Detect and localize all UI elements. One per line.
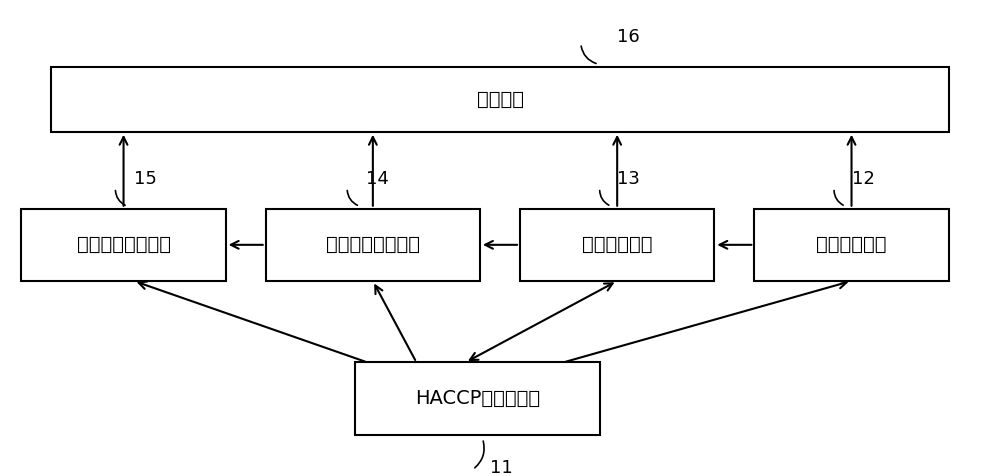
Bar — [21, 208, 226, 281]
Text: HACCP信息库模块: HACCP信息库模块 — [415, 389, 540, 408]
Text: 16: 16 — [617, 28, 639, 46]
Text: 15: 15 — [134, 170, 157, 188]
Text: 信息关系确定模块: 信息关系确定模块 — [326, 235, 420, 254]
Bar — [51, 67, 949, 132]
Text: 信息表示模块: 信息表示模块 — [582, 235, 652, 254]
Bar — [520, 208, 714, 281]
Text: 12: 12 — [852, 170, 874, 188]
Text: 控制模块: 控制模块 — [477, 90, 524, 109]
Bar — [754, 208, 949, 281]
Bar — [266, 208, 480, 281]
Text: 信息获取模块: 信息获取模块 — [816, 235, 887, 254]
Text: 13: 13 — [617, 170, 640, 188]
Text: 14: 14 — [366, 170, 389, 188]
Bar — [355, 362, 600, 435]
Text: 信息关系解析模块: 信息关系解析模块 — [77, 235, 171, 254]
Text: 11: 11 — [490, 458, 513, 476]
